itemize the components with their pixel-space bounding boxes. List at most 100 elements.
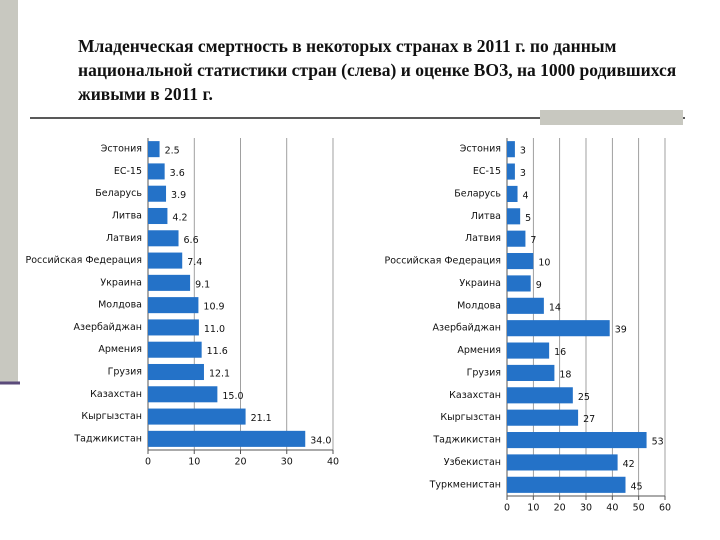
bar <box>148 430 306 447</box>
value-label: 53 <box>652 437 664 448</box>
x-tick-label: 0 <box>145 457 151 468</box>
value-label: 5 <box>525 213 531 224</box>
value-label: 25 <box>578 392 590 403</box>
value-label: 21.1 <box>251 413 272 424</box>
category-label: Таджикистан <box>432 435 501 446</box>
category-label: Армения <box>98 344 142 355</box>
value-label: 11.6 <box>207 346 228 357</box>
bar <box>148 341 202 358</box>
value-label: 7.4 <box>187 257 202 268</box>
category-label: Казахстан <box>449 390 501 401</box>
category-label: Латвия <box>465 233 501 244</box>
value-label: 15.0 <box>222 391 243 402</box>
bar <box>507 320 610 337</box>
x-tick-label: 30 <box>580 503 592 514</box>
bar <box>507 253 534 270</box>
category-label: Эстония <box>460 144 501 155</box>
category-label: Грузия <box>108 367 142 378</box>
x-tick-label: 60 <box>659 503 671 514</box>
value-label: 18 <box>559 369 571 380</box>
bar <box>148 230 179 247</box>
bar <box>148 386 218 403</box>
bar <box>507 364 555 381</box>
bar <box>148 141 160 158</box>
bar <box>507 141 515 158</box>
bar <box>507 297 544 314</box>
category-label: Литва <box>112 211 142 222</box>
x-tick-label: 40 <box>606 503 618 514</box>
x-tick-label: 50 <box>633 503 645 514</box>
bar <box>148 163 165 180</box>
value-label: 3.9 <box>171 190 186 201</box>
bar <box>507 387 573 404</box>
value-label: 16 <box>554 347 566 358</box>
x-tick-label: 0 <box>504 503 510 514</box>
value-label: 34.0 <box>310 435 331 446</box>
bar <box>148 252 183 269</box>
category-label: Эстония <box>101 144 142 155</box>
category-label: Украина <box>459 278 501 289</box>
value-label: 11.0 <box>204 324 225 335</box>
bar <box>148 207 168 225</box>
value-label: 10.9 <box>203 302 224 313</box>
value-label: 6.6 <box>184 235 199 246</box>
value-label: 4.2 <box>172 213 187 224</box>
value-label: 42 <box>623 459 635 470</box>
value-label: 4 <box>523 190 529 201</box>
bar <box>507 409 579 426</box>
category-label: Армения <box>457 345 501 356</box>
category-label: Молдова <box>98 300 142 311</box>
category-label: Украина <box>100 277 142 288</box>
category-label: Узбекистан <box>444 457 501 468</box>
category-label: Беларусь <box>454 188 501 199</box>
title-box <box>540 110 683 125</box>
category-label: ЕС-15 <box>114 166 142 177</box>
side-band <box>0 0 18 383</box>
bar <box>507 275 531 292</box>
x-tick-label: 10 <box>188 457 200 468</box>
bar <box>507 342 550 359</box>
bar <box>148 363 204 381</box>
value-label: 7 <box>530 235 536 246</box>
category-label: Литва <box>471 211 501 222</box>
bar <box>148 297 199 314</box>
bar <box>507 163 515 180</box>
category-label: Таджикистан <box>73 433 142 444</box>
category-label: Казахстан <box>90 389 142 400</box>
bar <box>148 408 246 425</box>
x-tick-label: 40 <box>327 457 339 468</box>
x-tick-label: 10 <box>527 503 539 514</box>
category-label: Азербайджан <box>433 323 501 334</box>
value-label: 45 <box>631 481 643 492</box>
value-label: 39 <box>615 325 627 336</box>
bar <box>507 432 647 449</box>
category-label: Беларусь <box>95 188 142 199</box>
value-label: 3.6 <box>170 168 185 179</box>
bar <box>148 185 167 202</box>
category-label: Латвия <box>106 233 142 244</box>
bar <box>507 230 526 247</box>
value-label: 9.1 <box>195 279 210 290</box>
bar <box>148 274 191 291</box>
category-label: Туркменистан <box>429 479 501 490</box>
value-label: 3 <box>520 146 526 157</box>
category-label: Кыргызстан <box>81 411 142 422</box>
category-label: Азербайджан <box>74 322 142 333</box>
category-label: Российская Федерация <box>26 255 143 266</box>
value-label: 14 <box>549 302 561 313</box>
bar <box>507 208 521 225</box>
x-tick-label: 20 <box>234 457 246 468</box>
category-label: ЕС-15 <box>473 166 501 177</box>
x-tick-label: 30 <box>281 457 293 468</box>
bar <box>507 454 618 471</box>
category-label: Кыргызстан <box>440 412 501 423</box>
value-label: 9 <box>536 280 542 291</box>
bar <box>507 476 626 493</box>
value-label: 3 <box>520 168 526 179</box>
category-label: Молдова <box>457 300 501 311</box>
value-label: 2.5 <box>165 146 180 157</box>
x-tick-label: 20 <box>554 503 566 514</box>
value-label: 27 <box>583 414 595 425</box>
